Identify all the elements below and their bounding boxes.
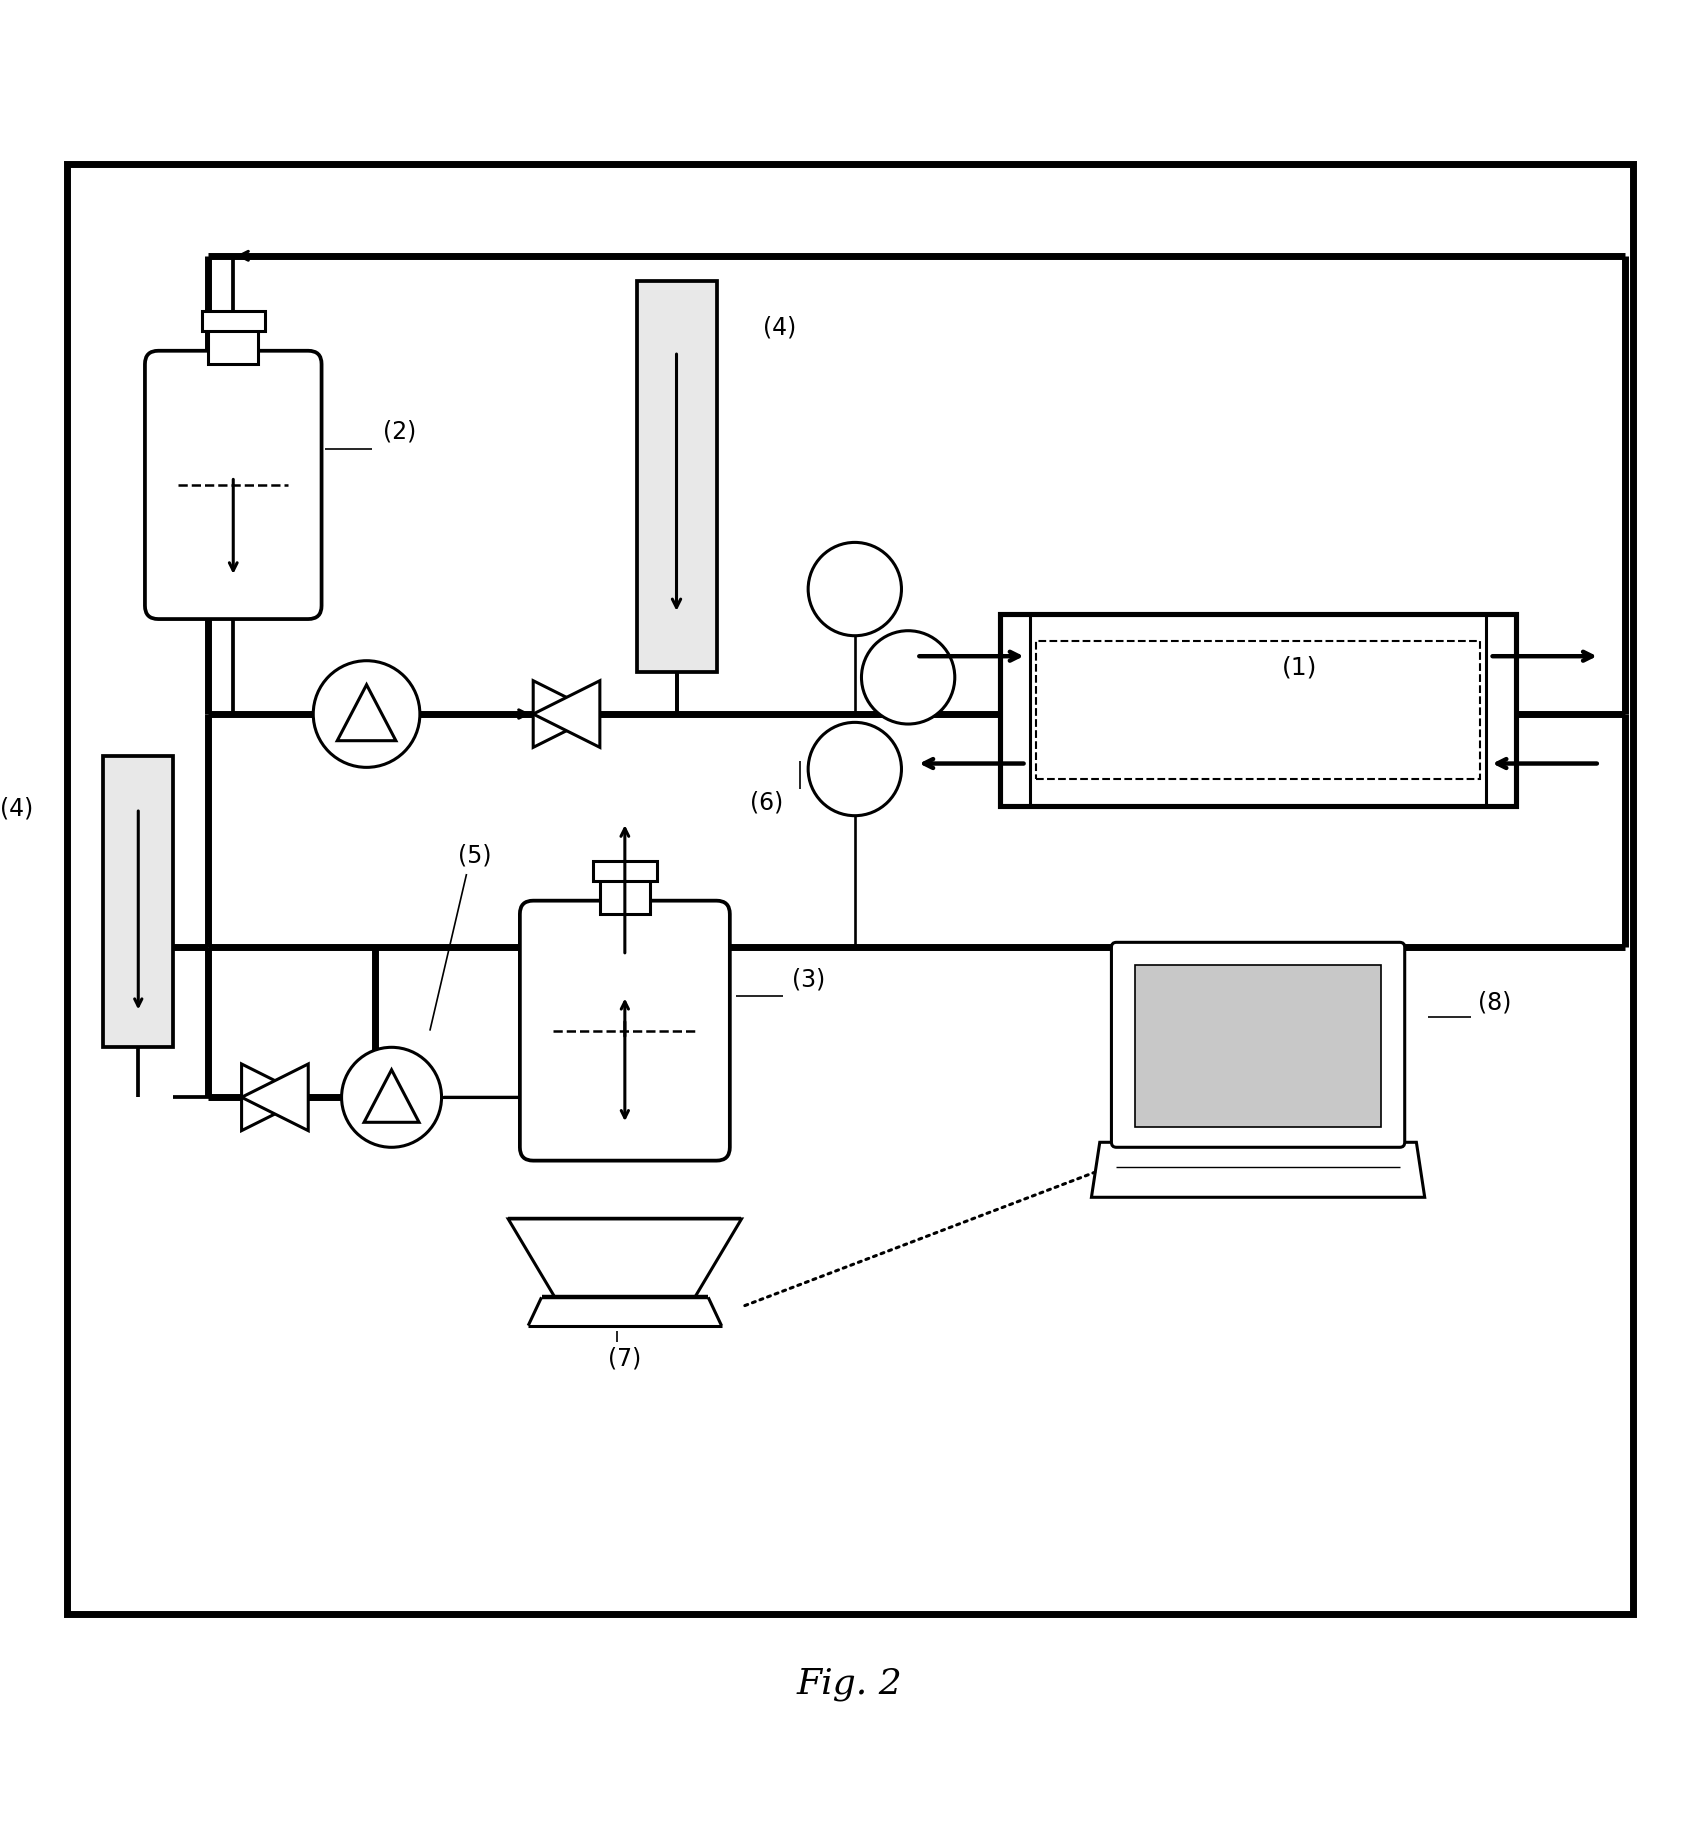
Text: (2): (2) <box>383 420 415 444</box>
Text: (1): (1) <box>1282 656 1317 680</box>
Circle shape <box>313 660 419 768</box>
Polygon shape <box>508 1219 742 1298</box>
Text: (6): (6) <box>750 790 782 813</box>
FancyBboxPatch shape <box>520 901 730 1161</box>
Polygon shape <box>1092 1142 1425 1197</box>
Circle shape <box>807 543 902 636</box>
FancyBboxPatch shape <box>145 351 321 620</box>
Bar <box>103 755 173 1047</box>
Bar <box>1134 965 1381 1128</box>
Text: (4): (4) <box>0 797 34 821</box>
Bar <box>209 327 257 364</box>
Text: (5): (5) <box>458 845 491 868</box>
Text: (4): (4) <box>762 316 796 340</box>
Bar <box>202 311 264 331</box>
Polygon shape <box>242 1064 308 1132</box>
Polygon shape <box>533 680 599 748</box>
Bar <box>67 165 1632 1614</box>
Polygon shape <box>533 680 599 748</box>
Circle shape <box>341 1047 441 1148</box>
Text: (7): (7) <box>607 1347 641 1371</box>
FancyBboxPatch shape <box>1110 941 1404 1148</box>
Text: Fig. 2: Fig. 2 <box>797 1667 902 1700</box>
Text: (8): (8) <box>1477 991 1510 1015</box>
Bar <box>599 877 649 914</box>
Bar <box>592 861 656 881</box>
Bar <box>636 282 717 673</box>
Circle shape <box>861 631 954 724</box>
Bar <box>999 614 1515 806</box>
Bar <box>1036 642 1478 779</box>
Text: (3): (3) <box>791 967 824 991</box>
Polygon shape <box>242 1064 308 1132</box>
Circle shape <box>807 722 902 815</box>
